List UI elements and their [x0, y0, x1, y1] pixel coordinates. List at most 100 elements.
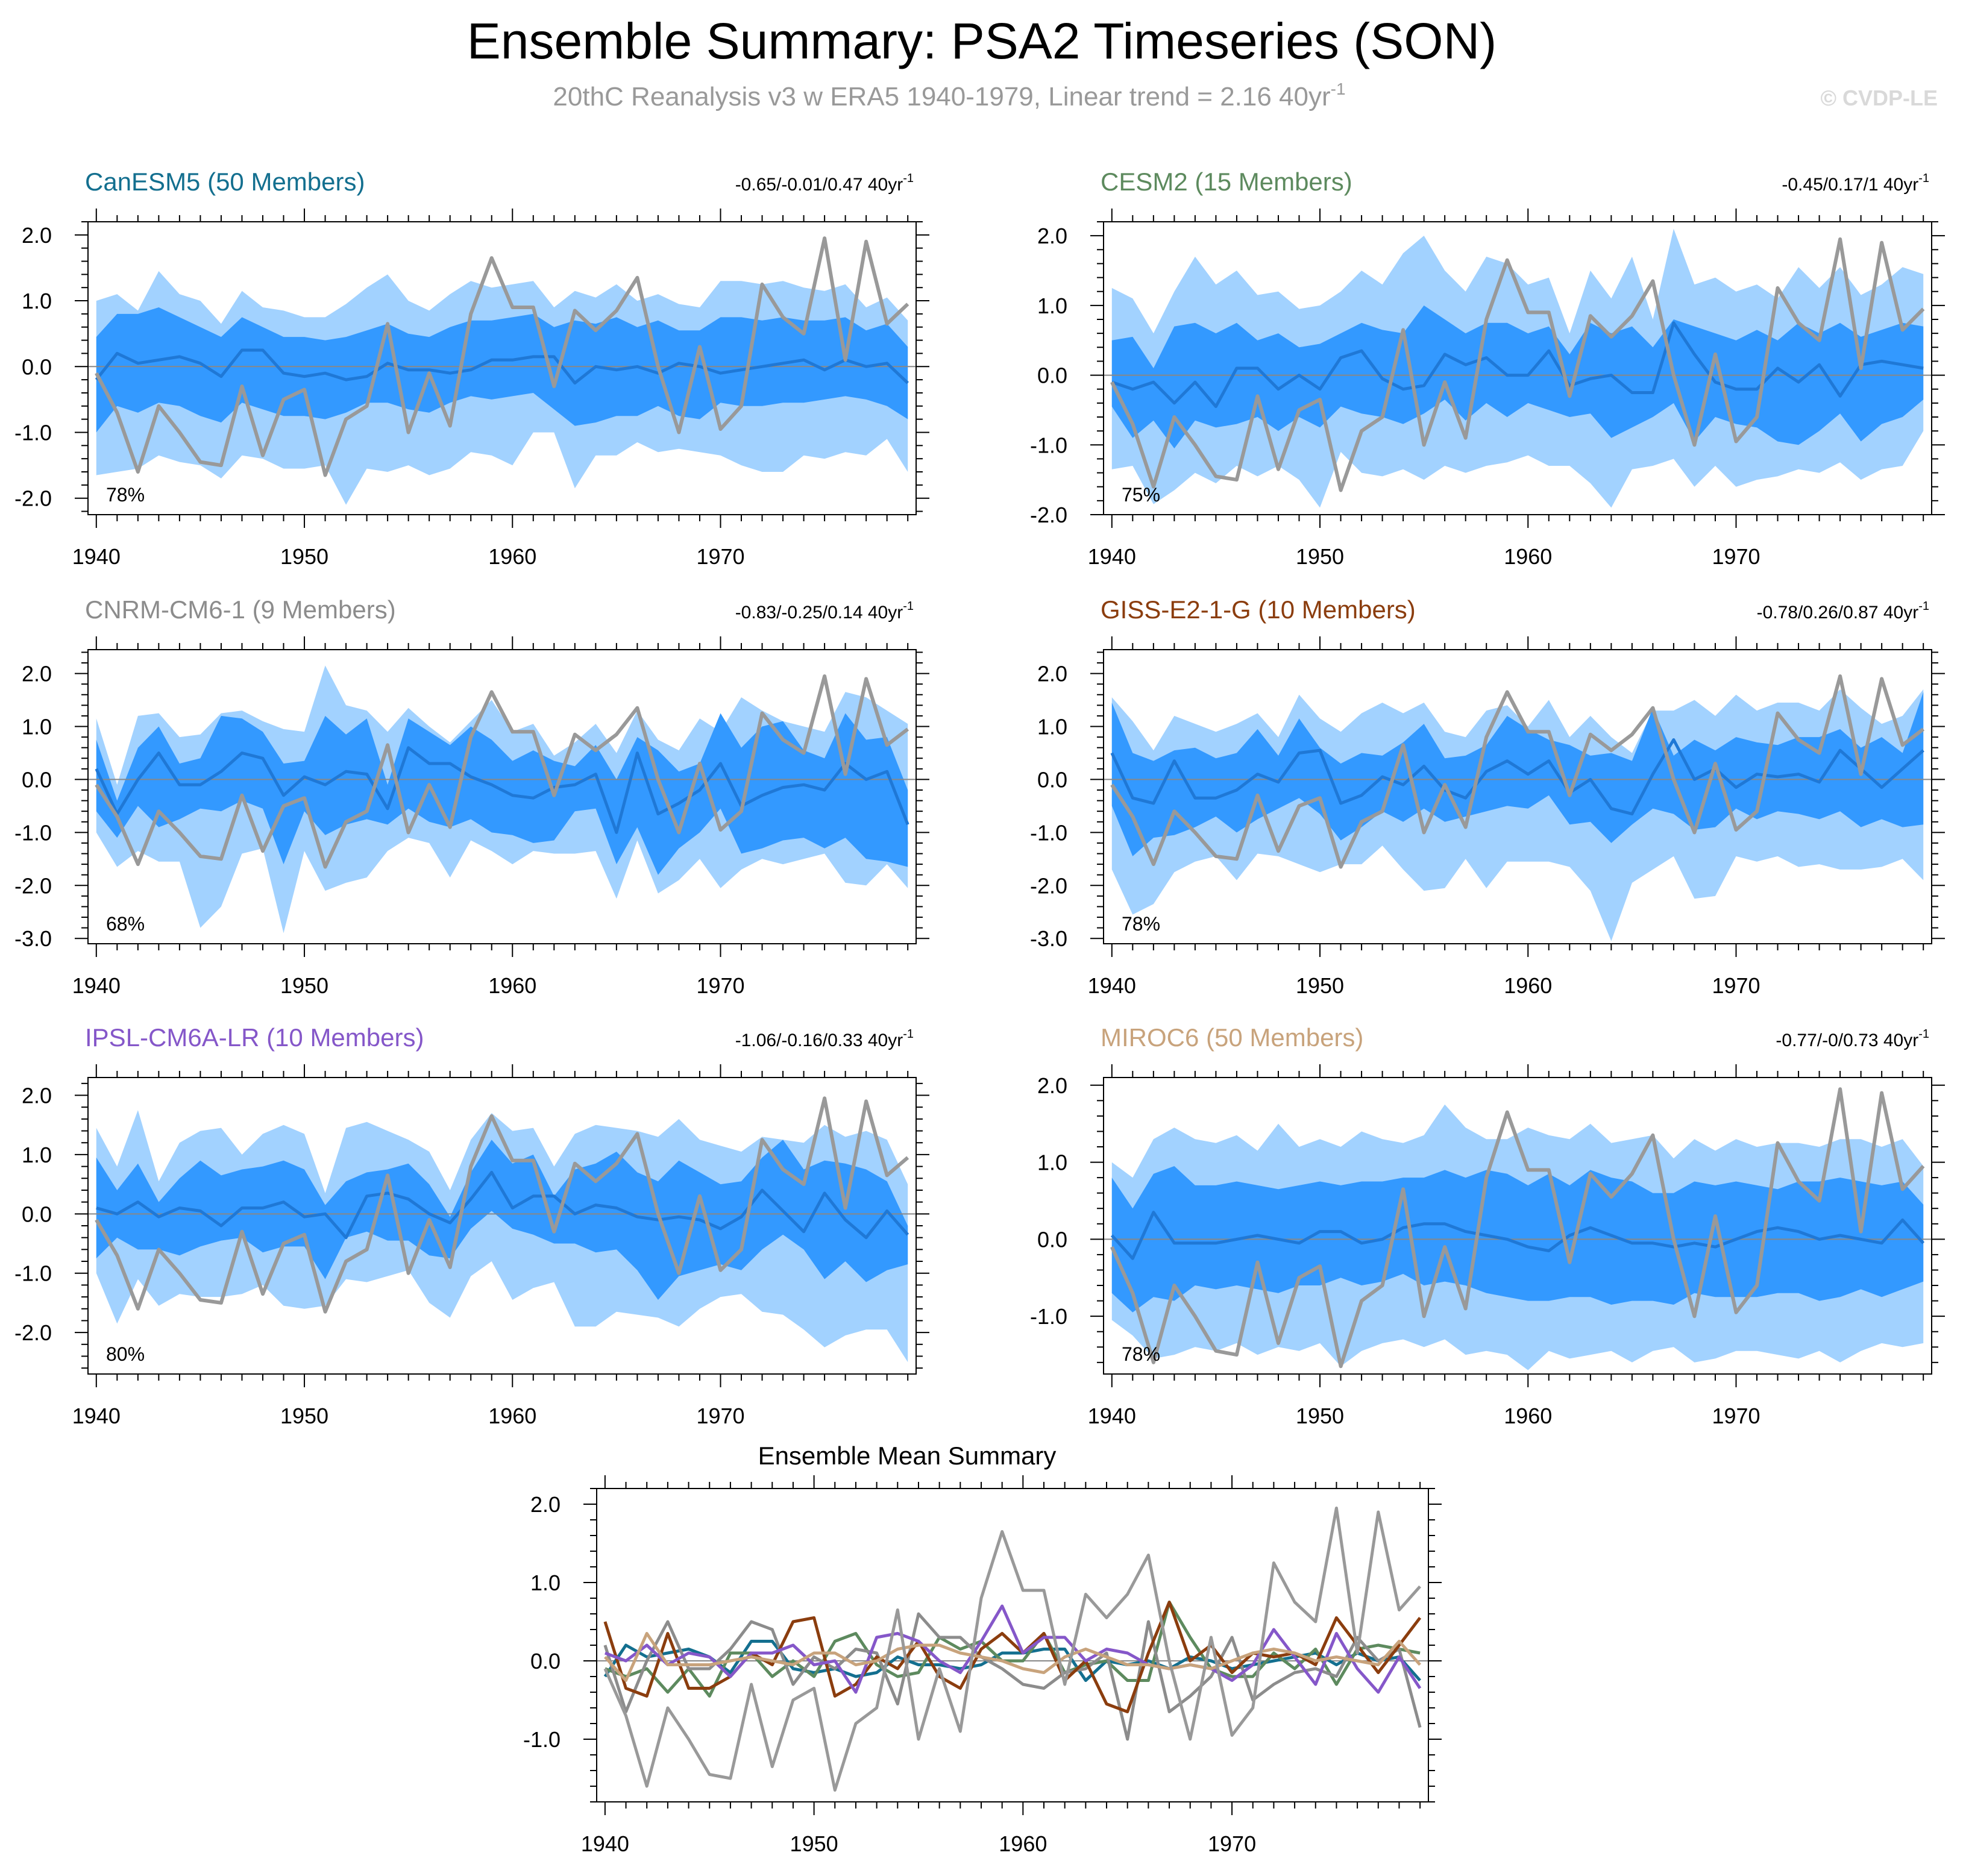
x-tick-label: 1950 [790, 1831, 838, 1856]
x-tick-label: 1970 [1712, 973, 1760, 998]
percent-label: 80% [106, 1343, 145, 1365]
x-tick-label: 1940 [1088, 973, 1136, 998]
plot-frame [1103, 221, 1932, 515]
figure-subtitle: 20thC Reanalysis v3 w ERA5 1940-1979, Li… [553, 80, 1345, 111]
panel-giss-e2-1-g: 1940 1950 1960 1970 -3.0 -2.0 -1.0 0.0 1.0 2.0 GIS… [1030, 595, 1945, 998]
y-tick-label: 1.0 [1037, 293, 1067, 318]
panel-ipsl-cm6a-lr: 1940 1950 1960 1970 -2.0 -1.0 0.0 1.0 2.0 IPSL-CM… [14, 1023, 929, 1428]
observed-line [95, 236, 909, 477]
inner-spread-band [1111, 305, 1924, 449]
observed-line [95, 674, 909, 869]
observed-line [1110, 1087, 1925, 1369]
y-tick-label: 2.0 [22, 223, 52, 248]
x-tick-label: 1940 [72, 1404, 121, 1428]
x-tick-label: 1970 [1208, 1831, 1256, 1856]
y-tick-label: -1.0 [14, 820, 52, 845]
series-line-cnrm-cm6-1 [603, 1612, 1422, 1741]
copyright-label: © CVDP-LE [1820, 86, 1938, 110]
plot-frame [1103, 649, 1932, 944]
y-tick-label: 2.0 [22, 662, 52, 686]
x-tick-label: 1970 [696, 1404, 744, 1428]
panel-miroc6: 1940 1950 1960 1970 -1.0 0.0 1.0 2.0 MIROC6 (50 … [1030, 1023, 1945, 1428]
inner-spread-band [96, 1140, 908, 1300]
observed-line [1110, 674, 1925, 869]
x-tick-label: 1970 [1712, 1404, 1760, 1428]
trend-text: -0.77/-0/0.73 40yr [1776, 1031, 1918, 1050]
series-line-observed [603, 1507, 1421, 1792]
trend-label: -0.77/-0/0.73 40yr-1 [1776, 1027, 1929, 1050]
percent-label: 78% [106, 484, 145, 506]
panel-canesm5: 1940 1950 1960 1970 -2.0 -1.0 0.0 1.0 2.0 CanESM5… [14, 168, 929, 569]
x-tick-label: 1960 [488, 973, 536, 998]
trend-text: -0.83/-0.25/0.14 40yr [735, 603, 903, 623]
trend-label: -0.65/-0.01/0.47 40yr-1 [735, 172, 914, 195]
trend-text: -0.65/-0.01/0.47 40yr [735, 175, 903, 195]
series-line-ipsl-cm6a-lr [605, 1604, 1422, 1694]
plot-frame [1103, 1077, 1932, 1375]
y-tick-label: 0.0 [22, 354, 52, 379]
x-tick-label: 1970 [696, 544, 744, 569]
panel-ensemblemean: 1940 1950 1960 1970 -1.0 0.0 1.0 2.0 Ensemble Me… [523, 1442, 1442, 1856]
y-tick-label: 2.0 [530, 1492, 561, 1517]
plot-frame [87, 221, 917, 515]
trend-sup: -1 [903, 600, 914, 613]
ensemble-mean-line [96, 1170, 909, 1240]
y-tick-label: -1.0 [1030, 433, 1067, 457]
x-tick-label: 1960 [999, 1831, 1047, 1856]
x-tick-label: 1960 [488, 544, 536, 569]
x-tick-label: 1970 [696, 973, 744, 998]
panel-title: MIROC6 (50 Members) [1101, 1023, 1363, 1052]
y-tick-label: 1.0 [1037, 714, 1067, 739]
x-tick-label: 1960 [488, 1404, 536, 1428]
trend-text: -0.78/0.26/0.87 40yr [1757, 603, 1919, 623]
trend-label: -1.06/-0.16/0.33 40yr-1 [735, 1027, 914, 1050]
x-tick-label: 1970 [1712, 544, 1760, 569]
y-tick-label: 1.0 [22, 1143, 52, 1167]
y-tick-label: -1.0 [523, 1727, 561, 1752]
percent-label: 68% [106, 913, 145, 935]
panel-title: CESM2 (15 Members) [1101, 168, 1352, 196]
y-tick-label: 0.0 [530, 1649, 561, 1674]
y-tick-label: 2.0 [1037, 662, 1067, 686]
x-tick-label: 1950 [1296, 973, 1344, 998]
x-tick-label: 1950 [280, 544, 328, 569]
x-tick-label: 1950 [1296, 1404, 1344, 1428]
ensemble-mean-line [1110, 1211, 1925, 1260]
x-tick-label: 1950 [280, 1404, 328, 1428]
y-tick-label: -2.0 [14, 873, 52, 898]
panel-title: IPSL-CM6A-LR (10 Members) [85, 1023, 424, 1052]
y-tick-label: 0.0 [1037, 767, 1067, 792]
panel-title: CanESM5 (50 Members) [85, 168, 365, 196]
ensemble-mean-line [95, 348, 909, 385]
inner-spread-band [96, 307, 908, 433]
y-tick-label: 1.0 [1037, 1150, 1067, 1175]
trend-sup: -1 [1918, 172, 1929, 185]
observed-line [95, 1096, 909, 1314]
plot-frame [87, 649, 917, 944]
series-line-cesm2 [605, 1601, 1421, 1698]
y-tick-label: 1.0 [22, 714, 52, 739]
figure-subtitle-text: 20thC Reanalysis v3 w ERA5 1940-1979, Li… [553, 82, 1330, 111]
y-tick-label: 0.0 [22, 767, 52, 792]
observed-line [1110, 237, 1925, 492]
x-tick-label: 1940 [581, 1831, 629, 1856]
panel-title: Ensemble Mean Summary [758, 1442, 1057, 1470]
y-tick-label: -3.0 [14, 926, 52, 951]
trend-label: -0.45/0.17/1 40yr-1 [1782, 172, 1929, 195]
figure-subtitle-sup: -1 [1331, 80, 1346, 98]
percent-label: 75% [1122, 484, 1160, 506]
series-line-miroc6 [604, 1632, 1421, 1682]
y-tick-label: 1.0 [22, 289, 52, 313]
inner-spread-band [96, 713, 908, 875]
y-tick-label: 0.0 [1037, 1227, 1067, 1252]
panel-cesm2: 1940 1950 1960 1970 -2.0 -1.0 0.0 1.0 2.0 CESM2 (… [1030, 168, 1945, 569]
y-tick-label: 0.0 [22, 1202, 52, 1226]
x-tick-label: 1940 [1088, 544, 1136, 569]
y-tick-label: -1.0 [14, 420, 52, 445]
trend-sup: -1 [903, 172, 914, 185]
y-tick-label: -2.0 [14, 486, 52, 511]
panel-title: GISS-E2-1-G (10 Members) [1101, 595, 1416, 624]
trend-sup: -1 [903, 1027, 914, 1041]
trend-sup: -1 [1918, 1027, 1929, 1041]
panel-title: CNRM-CM6-1 (9 Members) [85, 595, 396, 624]
